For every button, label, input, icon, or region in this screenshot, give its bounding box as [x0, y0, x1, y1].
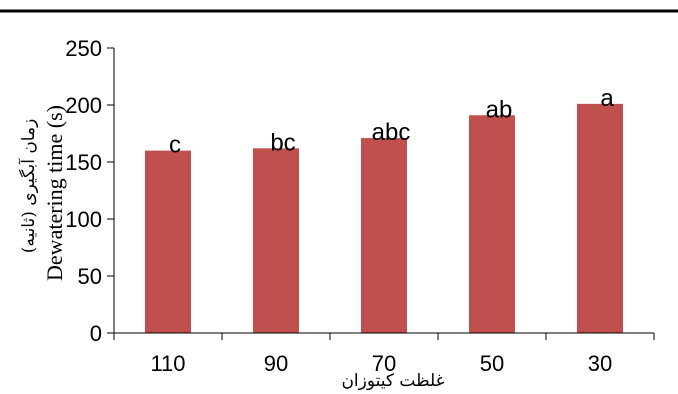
- x-tick-label: 50: [480, 351, 504, 376]
- x-tick-label: 70: [372, 351, 396, 376]
- x-tick-label: 30: [588, 351, 612, 376]
- bar: [577, 103, 623, 333]
- data-label: abc: [372, 119, 411, 146]
- data-labels: c bc abc ab a: [169, 85, 614, 159]
- bar: [145, 150, 191, 333]
- data-label: bc: [270, 129, 295, 156]
- x-tick-label: 90: [264, 351, 288, 376]
- bars-layer: [145, 103, 623, 333]
- data-label: c: [169, 132, 181, 159]
- x-tick-label: 110: [150, 351, 185, 376]
- y-axis-title-english: Dewatering time (s): [42, 105, 67, 281]
- y-tick-label: 250: [65, 36, 102, 61]
- y-tick-label: 0: [90, 321, 102, 346]
- y-tick-label: 200: [65, 93, 102, 118]
- x-axis-title: غلظت کیتوزان: [341, 371, 444, 391]
- data-label: ab: [486, 96, 513, 123]
- y-tick-label: 150: [65, 150, 102, 175]
- x-tick-labels: 110 90 70 50 30: [150, 351, 612, 376]
- y-tick-label: 50: [78, 264, 102, 289]
- y-axis-title-persian: زمان آبگیری (ثانیه): [17, 119, 39, 254]
- y-tick-labels: 0 50 100 150 200 250: [65, 36, 102, 346]
- data-label: a: [600, 85, 614, 112]
- y-tick-label: 100: [65, 207, 102, 232]
- bar: [361, 138, 407, 333]
- axes-layer: [107, 47, 655, 340]
- bar: [469, 115, 515, 333]
- bar: [253, 148, 299, 333]
